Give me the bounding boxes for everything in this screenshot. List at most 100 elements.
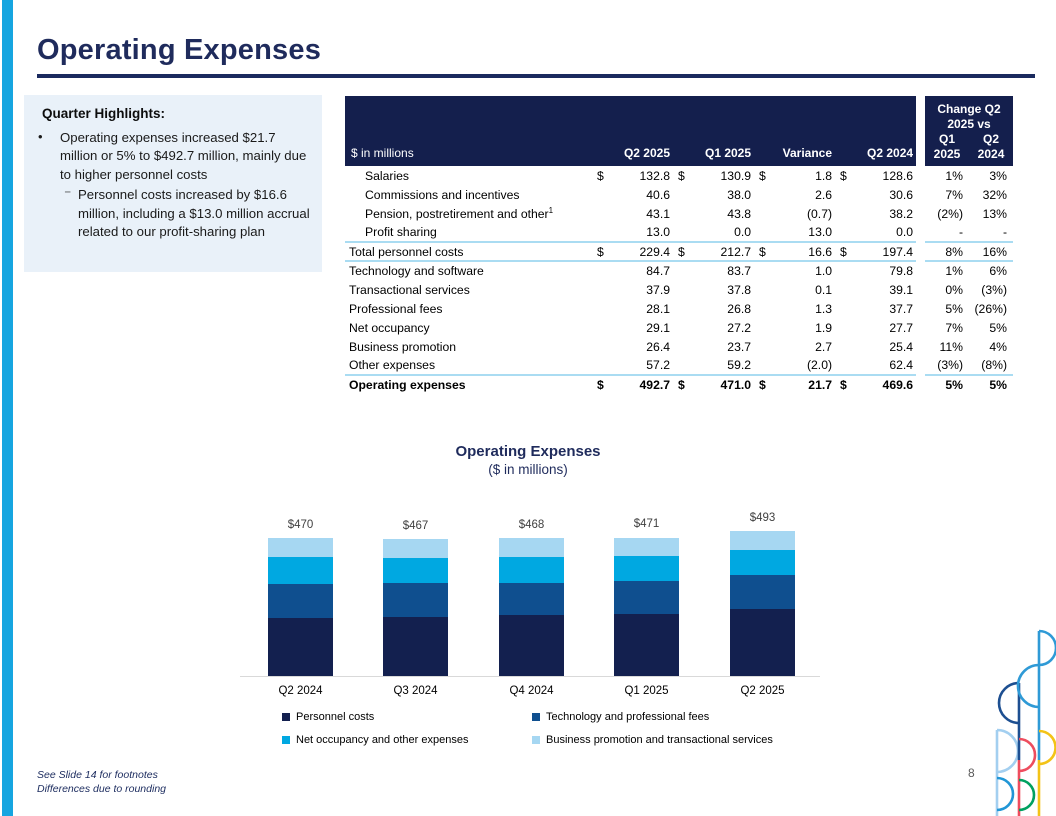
bar-segment <box>268 538 333 557</box>
bar-segment <box>383 617 448 676</box>
bar-segment <box>614 581 679 614</box>
currency-symbol <box>754 337 771 356</box>
brand-logo <box>995 629 1056 816</box>
bar-q2-2024: $470 <box>268 519 333 676</box>
bar-segment <box>499 538 564 558</box>
change-cell: (8%) <box>969 356 1014 376</box>
change-cell: 5% <box>945 301 963 316</box>
currency-symbol <box>673 261 690 280</box>
highlight-bullet: • Operating expenses increased $21.7 mil… <box>38 129 312 184</box>
value-cell: 83.7 <box>727 264 752 278</box>
row-label: Commissions and incentives <box>365 187 520 202</box>
currency-symbol: $ <box>840 168 847 183</box>
change-cell: 16% <box>969 242 1014 262</box>
value-cell: 38.0 <box>727 187 752 202</box>
chart-title: Operating Expenses <box>455 443 601 460</box>
bar-total-label: $470 <box>287 519 314 531</box>
bar-segment <box>730 531 795 551</box>
change-header-line1: Change Q2 <box>937 102 1001 116</box>
currency-symbol: $ <box>592 242 609 262</box>
value-cell: 28.1 <box>646 301 671 316</box>
change-header-years: 2025 2024 <box>933 147 1005 161</box>
value-cell: 128.6 <box>882 168 914 183</box>
currency-symbol <box>673 204 690 223</box>
value-cell: 62.4 <box>852 356 917 376</box>
footnotes: See Slide 14 for footnotes Differences d… <box>37 768 166 796</box>
table-row: Total personnel costs $229.4 $212.7 $16.6 $1… <box>345 242 917 262</box>
currency-symbol: $ <box>835 242 853 262</box>
value-cell: 229.4 <box>609 242 674 262</box>
row-label: Transactional services <box>349 282 470 297</box>
legend-item: Personnel costs <box>282 711 532 723</box>
legend-swatch-icon <box>532 713 540 721</box>
currency-symbol <box>592 299 609 318</box>
value-cell: 79.8 <box>889 264 914 278</box>
change-row: 7% 32% <box>925 185 1013 204</box>
bar-segment <box>614 555 679 581</box>
value-cell: 0.0 <box>852 223 917 243</box>
value-cell: 469.6 <box>882 378 914 392</box>
change-cell: 6% <box>989 264 1008 278</box>
x-axis-label: Q3 2024 <box>393 685 438 697</box>
value-cell: 38.2 <box>889 206 914 221</box>
change-row: 1% 3% <box>925 166 1013 185</box>
currency-symbol: $ <box>678 378 685 392</box>
bar-total-label: $468 <box>518 519 545 531</box>
currency-symbol <box>835 223 853 243</box>
currency-symbol <box>835 299 852 318</box>
change-row: (2%) 13% <box>925 204 1013 223</box>
bar-segment <box>614 537 679 556</box>
bar-segment <box>499 615 564 676</box>
change-cell: 5% <box>989 378 1008 392</box>
change-row: 1% 6% <box>925 261 1013 280</box>
value-cell: 471.0 <box>720 378 752 392</box>
chart-subtitle: ($ in millions) <box>488 462 568 477</box>
value-cell: 25.4 <box>889 339 914 354</box>
table-row: Net occupancy 29.1 27.2 1.9 27.7 <box>345 318 916 337</box>
currency-symbol <box>673 318 690 337</box>
change-table-body: 1% 3% 7% 32% (2%) 13% - -8% 16% 1% 6% 0% (3%) 5% (26%)… <box>925 166 1014 394</box>
bar-total-label: $471 <box>633 518 660 530</box>
value-cell: 23.7 <box>727 339 752 354</box>
value-cell: 2.7 <box>815 339 833 354</box>
column-header-variance: Variance <box>754 96 836 166</box>
bar-segment <box>383 583 448 618</box>
currency-symbol <box>673 280 690 299</box>
chart-legend: Personnel costs Technology and profession… <box>282 711 773 746</box>
table-row: Business promotion 26.4 23.7 2.7 25.4 <box>345 337 916 356</box>
currency-symbol: $ <box>759 378 766 392</box>
value-cell: 0.1 <box>815 282 833 297</box>
change-cell: 7% <box>945 320 963 335</box>
change-table: Change Q2 2025 vs Q1 Q2 2025 2024 1% 3% 7%… <box>925 96 1014 394</box>
row-label: Pension, postretirement and other1 <box>365 205 554 222</box>
change-cell: 3% <box>989 168 1008 183</box>
currency-symbol <box>754 299 771 318</box>
bar-segment <box>730 575 795 609</box>
x-axis-label: Q2 2024 <box>278 685 323 697</box>
bar-total-label: $493 <box>749 512 776 524</box>
value-cell: (0.7) <box>806 206 833 221</box>
bar-segment <box>730 550 795 576</box>
legend-label: Technology and professional fees <box>546 711 710 723</box>
table-row: Salaries $132.8 $130.9 $1.8 $128.6 <box>345 166 916 185</box>
highlight-sub-bullet-text: Personnel costs increased by $16.6 milli… <box>78 187 310 240</box>
bar-q1-2025: $471 <box>614 518 679 676</box>
bar-q2-2025: $493 <box>730 512 795 676</box>
value-cell: 27.2 <box>727 320 752 335</box>
value-cell: 13.0 <box>609 223 674 243</box>
table-row: Operating expenses $492.7 $471.0 $21.7 $469.… <box>345 375 916 394</box>
value-cell: 40.6 <box>646 187 671 202</box>
change-cell: (3%) <box>981 282 1008 297</box>
legend-label: Business promotion and transactional ser… <box>546 734 773 746</box>
bar-segment <box>383 557 448 584</box>
value-cell: 0.0 <box>690 223 755 243</box>
change-cell: 5% <box>945 378 963 392</box>
currency-symbol <box>592 356 609 376</box>
legend-label: Net occupancy and other expenses <box>296 734 469 746</box>
table-row: Technology and software 84.7 83.7 1.0 79.8 <box>345 261 916 280</box>
value-cell: 37.7 <box>889 301 914 316</box>
table-row: Transactional services 37.9 37.8 0.1 39.1 <box>345 280 916 299</box>
currency-symbol: $ <box>678 168 685 183</box>
currency-symbol <box>754 318 771 337</box>
value-cell: 1.8 <box>815 168 833 183</box>
